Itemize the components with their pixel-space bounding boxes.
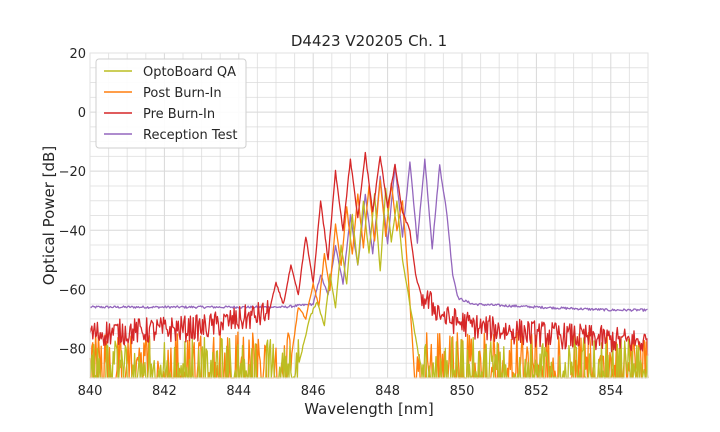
legend-label-reception-test: Reception Test xyxy=(143,128,237,143)
x-tick-label: 844 xyxy=(226,384,251,399)
y-tick-label: −60 xyxy=(59,283,86,298)
y-tick-label: 20 xyxy=(69,47,86,62)
x-tick-label: 848 xyxy=(375,384,400,399)
x-tick-labels: 840 842 844 846 848 850 852 854 xyxy=(78,384,624,399)
y-tick-label: 0 xyxy=(78,106,86,121)
y-axis-label: Optical Power [dB] xyxy=(40,146,58,285)
legend: OptoBoard QA Post Burn-In Pre Burn-In Re… xyxy=(95,58,247,149)
series-line-pre-burn-in xyxy=(89,151,649,356)
legend-label-pre-burn-in: Pre Burn-In xyxy=(143,107,215,122)
plot-frame xyxy=(89,52,649,379)
y-tick-label: −20 xyxy=(59,165,86,180)
x-tick-label: 840 xyxy=(78,384,103,399)
x-tick-label: 842 xyxy=(152,384,177,399)
x-tick-label: 846 xyxy=(301,384,326,399)
series-line-reception-test xyxy=(89,158,649,312)
x-tick-label: 854 xyxy=(598,384,623,399)
x-axis-label: Wavelength [nm] xyxy=(304,400,434,418)
legend-box xyxy=(95,58,247,149)
legend-label-post-burn-in: Post Burn-In xyxy=(143,86,222,101)
series-line-optoboard-qa xyxy=(89,187,649,379)
legend-label-optoboard-qa: OptoBoard QA xyxy=(143,65,236,80)
chart-title: D4423 V20205 Ch. 1 xyxy=(291,32,447,50)
y-tick-label: −40 xyxy=(59,224,86,239)
y-tick-labels: 20 0 −20 −40 −60 −80 xyxy=(59,47,86,357)
x-tick-label: 850 xyxy=(450,384,475,399)
y-tick-label: −80 xyxy=(59,342,86,357)
x-tick-label: 852 xyxy=(524,384,549,399)
